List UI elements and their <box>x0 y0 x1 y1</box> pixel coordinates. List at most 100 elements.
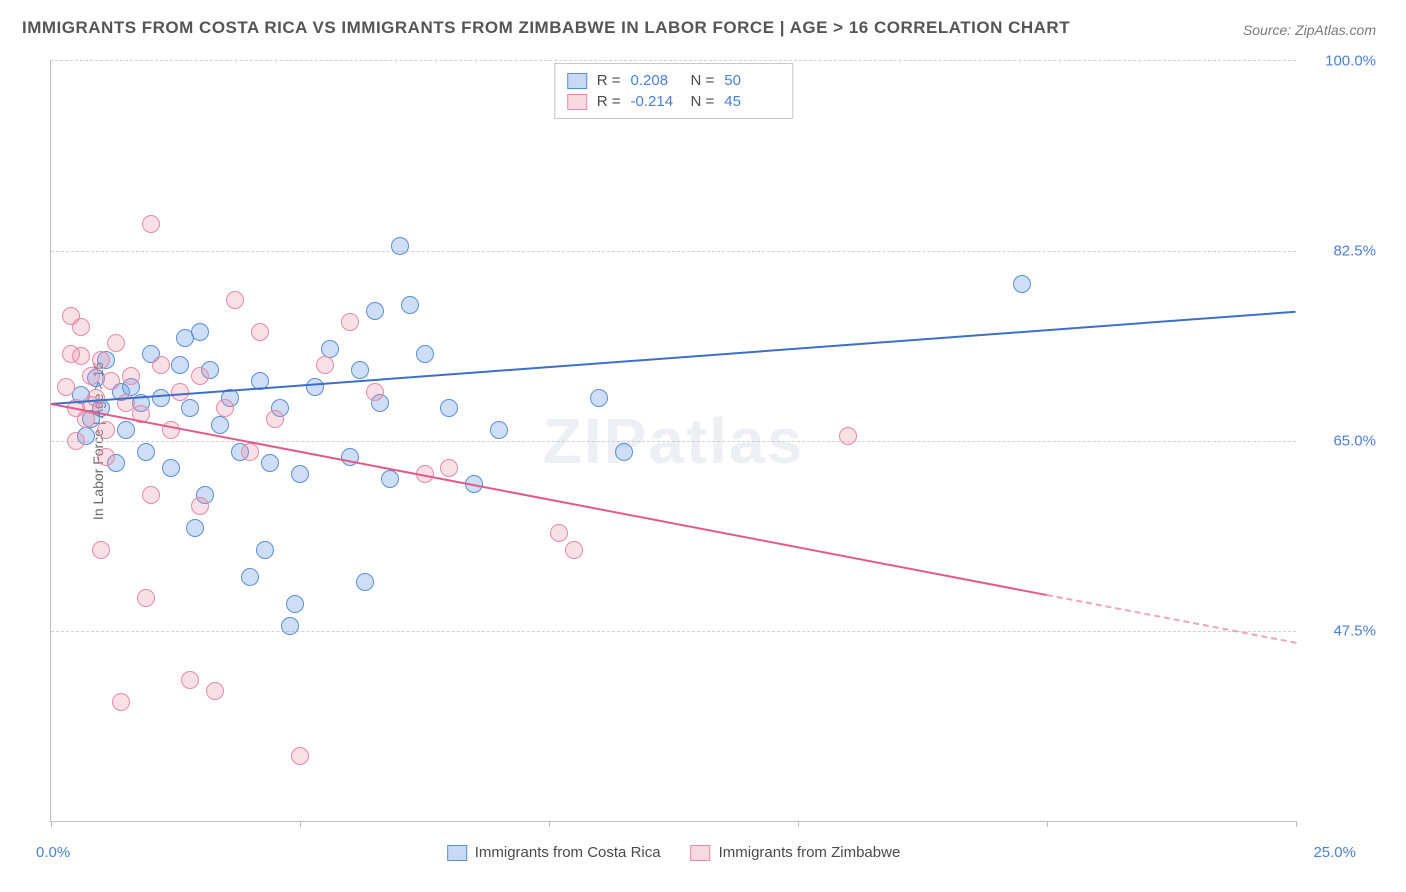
data-point <box>1013 275 1031 293</box>
data-point <box>57 378 75 396</box>
data-point <box>226 291 244 309</box>
data-point <box>381 470 399 488</box>
data-point <box>391 237 409 255</box>
trend-line <box>1047 594 1296 644</box>
n-label: N = <box>691 93 715 110</box>
x-axis-max-label: 25.0% <box>1313 844 1356 861</box>
x-tick <box>1047 821 1048 827</box>
data-point <box>401 296 419 314</box>
trend-line <box>51 311 1296 405</box>
data-point <box>97 421 115 439</box>
x-axis-min-label: 0.0% <box>36 844 70 861</box>
legend-label: Immigrants from Zimbabwe <box>719 844 901 861</box>
y-tick-label: 82.5% <box>1306 243 1376 260</box>
data-point <box>366 302 384 320</box>
data-point <box>142 486 160 504</box>
data-point <box>416 345 434 363</box>
legend: Immigrants from Costa Rica Immigrants fr… <box>447 844 901 861</box>
data-point <box>306 378 324 396</box>
data-point <box>181 399 199 417</box>
data-point <box>316 356 334 374</box>
data-point <box>341 313 359 331</box>
gridline <box>51 631 1296 632</box>
swatch-icon <box>691 845 711 861</box>
data-point <box>241 443 259 461</box>
data-point <box>107 334 125 352</box>
x-tick <box>1296 821 1297 827</box>
data-point <box>176 329 194 347</box>
data-point <box>82 367 100 385</box>
data-point <box>281 617 299 635</box>
swatch-icon <box>447 845 467 861</box>
stats-row-series2: R = -0.214 N = 45 <box>567 91 775 112</box>
data-point <box>152 356 170 374</box>
swatch-icon <box>567 94 587 110</box>
chart-title: IMMIGRANTS FROM COSTA RICA VS IMMIGRANTS… <box>22 18 1070 38</box>
data-point <box>92 541 110 559</box>
swatch-icon <box>567 73 587 89</box>
data-point <box>241 568 259 586</box>
data-point <box>440 399 458 417</box>
r-value: -0.214 <box>631 93 681 110</box>
data-point <box>92 351 110 369</box>
data-point <box>162 459 180 477</box>
data-point <box>62 307 80 325</box>
stats-row-series1: R = 0.208 N = 50 <box>567 70 775 91</box>
x-tick <box>798 821 799 827</box>
data-point <box>117 421 135 439</box>
data-point <box>102 372 120 390</box>
correlation-stats-box: R = 0.208 N = 50 R = -0.214 N = 45 <box>554 63 794 119</box>
data-point <box>186 519 204 537</box>
data-point <box>590 389 608 407</box>
legend-label: Immigrants from Costa Rica <box>475 844 661 861</box>
n-value: 50 <box>724 72 774 89</box>
data-point <box>152 389 170 407</box>
source-attribution: Source: ZipAtlas.com <box>1243 22 1376 38</box>
data-point <box>206 682 224 700</box>
data-point <box>261 454 279 472</box>
data-point <box>565 541 583 559</box>
gridline <box>51 441 1296 442</box>
data-point <box>191 497 209 515</box>
x-tick <box>51 821 52 827</box>
r-label: R = <box>597 72 621 89</box>
r-label: R = <box>597 93 621 110</box>
data-point <box>211 416 229 434</box>
y-tick-label: 47.5% <box>1306 623 1376 640</box>
r-value: 0.208 <box>631 72 681 89</box>
data-point <box>839 427 857 445</box>
y-tick-label: 100.0% <box>1306 53 1376 70</box>
data-point <box>550 524 568 542</box>
data-point <box>286 595 304 613</box>
data-point <box>216 399 234 417</box>
n-label: N = <box>691 72 715 89</box>
data-point <box>440 459 458 477</box>
data-point <box>256 541 274 559</box>
data-point <box>266 410 284 428</box>
data-point <box>490 421 508 439</box>
data-point <box>122 367 140 385</box>
gridline <box>51 251 1296 252</box>
data-point <box>142 215 160 233</box>
data-point <box>366 383 384 401</box>
data-point <box>171 356 189 374</box>
data-point <box>137 443 155 461</box>
data-point <box>181 671 199 689</box>
data-point <box>615 443 633 461</box>
data-point <box>191 367 209 385</box>
legend-item-series2: Immigrants from Zimbabwe <box>691 844 901 861</box>
data-point <box>291 747 309 765</box>
data-point <box>72 347 90 365</box>
data-point <box>356 573 374 591</box>
data-point <box>137 589 155 607</box>
legend-item-series1: Immigrants from Costa Rica <box>447 844 661 861</box>
scatter-plot-area: In Labor Force | Age > 16 ZIPatlas R = 0… <box>50 60 1296 822</box>
n-value: 45 <box>724 93 774 110</box>
y-tick-label: 65.0% <box>1306 433 1376 450</box>
data-point <box>97 448 115 466</box>
data-point <box>291 465 309 483</box>
data-point <box>251 323 269 341</box>
data-point <box>351 361 369 379</box>
data-point <box>67 432 85 450</box>
x-tick <box>549 821 550 827</box>
